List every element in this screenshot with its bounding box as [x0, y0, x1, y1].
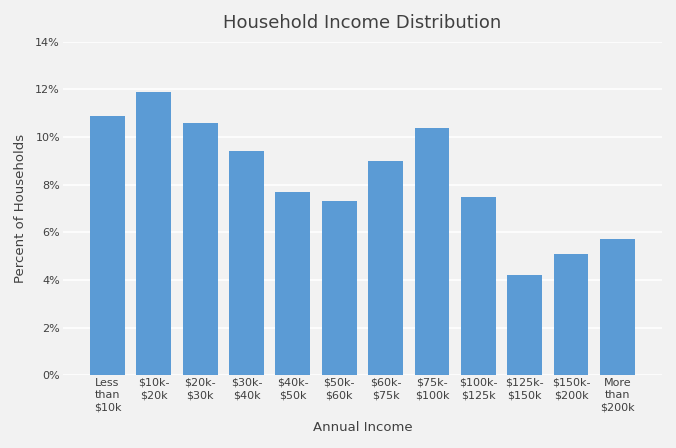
Bar [229, 151, 264, 375]
Bar [554, 254, 589, 375]
Bar [600, 239, 635, 375]
Bar [276, 192, 310, 375]
Bar [508, 275, 542, 375]
Bar [461, 197, 496, 375]
Bar [137, 92, 171, 375]
Bar [414, 128, 450, 375]
Bar [183, 123, 218, 375]
Bar [368, 161, 403, 375]
Bar [322, 201, 357, 375]
Y-axis label: Percent of Households: Percent of Households [14, 134, 27, 283]
Title: Household Income Distribution: Household Income Distribution [223, 14, 502, 32]
Bar [90, 116, 125, 375]
X-axis label: Annual Income: Annual Income [312, 421, 412, 434]
